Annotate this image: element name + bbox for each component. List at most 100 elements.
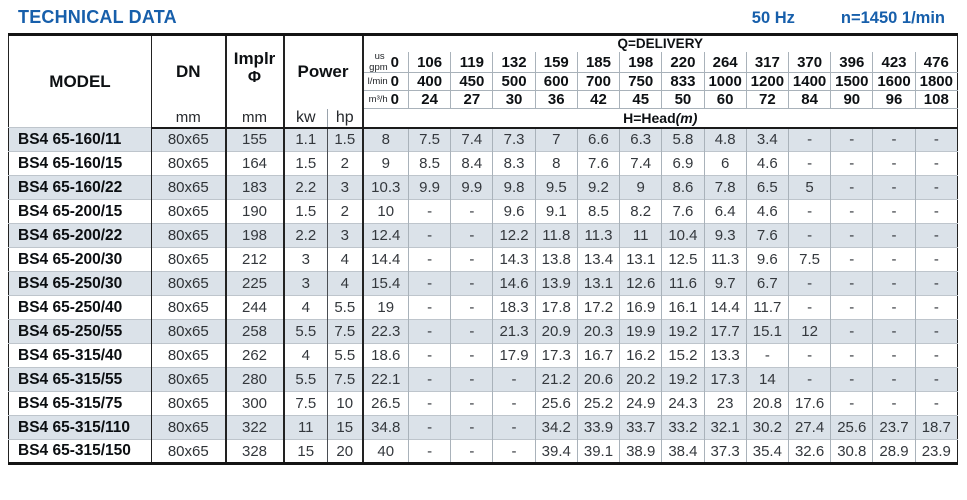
head-value-cell: - [450, 271, 493, 296]
head-value-cell: - [407, 271, 451, 296]
dn-cell: 80x65 [151, 343, 227, 368]
hp-cell: 20 [327, 439, 364, 464]
head-value-cell: 18.3 [492, 295, 536, 320]
head-value-cell: - [872, 319, 916, 344]
dn-unit-label: mm [151, 108, 227, 129]
kw-cell: 11 [283, 415, 328, 440]
head-value-cell: 19.2 [661, 367, 705, 392]
impeller-label: Implr [233, 49, 276, 69]
head-value-cell: - [450, 415, 493, 440]
impeller-cell: 258 [225, 319, 285, 344]
kw-cell: 7.5 [283, 391, 328, 416]
head-value-cell: - [787, 367, 831, 392]
head-value-cell: - [787, 199, 831, 224]
table-row: BS4 65-250/30 80x65 225 3 4 15.4- -14.6 13.9 13.… [8, 271, 958, 296]
m3h-zero-cell: m³/h 0 [362, 90, 409, 109]
head-value-cell: 25.6 [534, 391, 578, 416]
hp-cell: 7.5 [327, 367, 364, 392]
head-value-cell: - [407, 319, 451, 344]
head-value-cell: - [914, 367, 958, 392]
delivery-flow-value: 24 [407, 90, 451, 109]
head-value-cell: - [450, 247, 493, 272]
head-value-cell: 6.5 [745, 175, 789, 200]
head-value-cell: - [787, 151, 831, 176]
head-value-cell: 19 [362, 295, 409, 320]
head-value-cell: - [450, 295, 493, 320]
head-value-cell: - [787, 127, 831, 152]
head-value-cell: - [872, 391, 916, 416]
head-value-cell: - [914, 391, 958, 416]
head-value-cell: 17.9 [492, 343, 536, 368]
table-row: BS4 65-315/40 80x65 262 4 5.5 18.6- -17.9 17.3 1… [8, 343, 958, 368]
head-value-cell: 8.5 [576, 199, 620, 224]
head-value-cell: 10 [362, 199, 409, 224]
dn-cell: 80x65 [151, 199, 227, 224]
head-value-cell: - [914, 151, 958, 176]
table-row: BS4 65-250/55 80x65 258 5.5 7.5 22.3- -21.3 20.… [8, 319, 958, 344]
head-value-cell: 9.6 [745, 247, 789, 272]
dn-cell: 80x65 [151, 175, 227, 200]
head-value-cell: 7.5 [407, 127, 451, 152]
head-value-cell: 8 [534, 151, 578, 176]
delivery-flow-value: 108 [914, 90, 958, 109]
head-value-cell: 22.1 [362, 367, 409, 392]
head-value-cell: - [787, 343, 831, 368]
head-value-cell: 9.5 [534, 175, 578, 200]
head-value-cell: - [872, 343, 916, 368]
impeller-cell: 280 [225, 367, 285, 392]
head-value-cell: - [830, 223, 873, 248]
head-value-cell: - [872, 247, 916, 272]
head-value-cell: 27.4 [787, 415, 831, 440]
head-value-cell: - [407, 295, 451, 320]
head-value-cell: 9.6 [492, 199, 536, 224]
model-cell: BS4 65-200/30 [8, 247, 152, 272]
dn-cell: 80x65 [151, 415, 227, 440]
head-value-cell: 33.2 [661, 415, 705, 440]
delivery-flow-value: 833 [661, 72, 705, 91]
kw-cell: 2.2 [283, 223, 328, 248]
head-value-cell: 23.7 [872, 415, 916, 440]
head-value-cell: 33.9 [576, 415, 620, 440]
head-row-label: H=Head(m) [362, 108, 958, 129]
head-value-cell: 8.3 [492, 151, 536, 176]
head-value-cell: 9.1 [534, 199, 578, 224]
table-row: BS4 65-200/15 80x65 190 1.5 2 10- -9.6 9.1 8.5 8.… [8, 199, 958, 224]
head-value-cell: 20.2 [619, 367, 662, 392]
delivery-flow-value: 600 [534, 72, 578, 91]
head-value-cell: 17.3 [534, 343, 578, 368]
head-value-cell: - [450, 343, 493, 368]
head-value-cell: - [830, 271, 873, 296]
table-row: BS4 65-200/30 80x65 212 3 4 14.4- -14.3 13.8 13.… [8, 247, 958, 272]
kw-cell: 4 [283, 343, 328, 368]
head-value-cell: - [787, 223, 831, 248]
dn-cell: 80x65 [151, 247, 227, 272]
technical-data-table: MODEL DN Implr Φ Power Q=DELIVERY us gpm [8, 33, 958, 465]
topbar: TECHNICAL DATA 50 Hz n=1450 1/min [0, 0, 967, 33]
speed-label: n=1450 1/min [840, 9, 945, 27]
head-value-cell: 9.3 [703, 223, 747, 248]
head-value-cell: 7.4 [619, 151, 662, 176]
head-value-cell: 8 [362, 127, 409, 152]
delivery-flow-value: 1600 [872, 72, 916, 91]
head-value-cell: 37.3 [703, 439, 747, 464]
delivery-flow-value: 1800 [914, 72, 958, 91]
head-value-cell: 9.9 [407, 175, 451, 200]
usgpm-zero: 0 [390, 53, 399, 71]
head-value-cell: 20.6 [576, 367, 620, 392]
head-value-cell: 11.3 [703, 247, 747, 272]
delivery-flow-value: 500 [492, 72, 536, 91]
head-value-cell: 4.8 [703, 127, 747, 152]
table-row: BS4 65-160/15 80x65 164 1.5 2 9 8.5 8.4 8.3 8 7.6 7… [8, 151, 958, 176]
dn-cell: 80x65 [151, 295, 227, 320]
spec-labels: 50 Hz n=1450 1/min [752, 9, 945, 28]
hp-cell: 5.5 [327, 343, 364, 368]
head-value-cell: 21.2 [534, 367, 578, 392]
delivery-flow-value: 700 [576, 72, 620, 91]
head-value-cell: 5.8 [661, 127, 705, 152]
head-value-cell: 24.9 [619, 391, 662, 416]
head-value-cell: - [492, 367, 536, 392]
kw-cell: 5.5 [283, 367, 328, 392]
head-value-cell: - [787, 271, 831, 296]
head-value-cell: - [872, 223, 916, 248]
head-value-cell: 22.3 [362, 319, 409, 344]
